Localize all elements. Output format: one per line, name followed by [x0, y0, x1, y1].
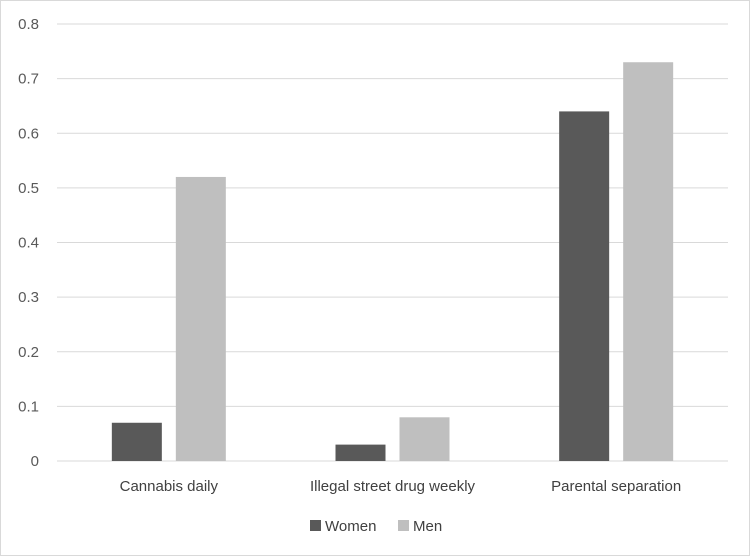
- y-tick-label: 0.3: [18, 289, 39, 306]
- y-tick-label: 0.6: [18, 125, 39, 142]
- bar-men-1: [399, 417, 450, 461]
- x-category-label: Cannabis daily: [120, 478, 219, 495]
- legend-label: Men: [413, 518, 442, 535]
- legend-label: Women: [325, 518, 376, 535]
- y-tick-label: 0.2: [18, 344, 39, 361]
- y-tick-label: 0.4: [18, 235, 39, 252]
- y-tick-label: 0.5: [18, 180, 39, 197]
- bar-women-2: [559, 111, 610, 462]
- legend-swatch-women: [310, 520, 321, 531]
- y-tick-label: 0.8: [18, 16, 39, 33]
- y-tick-label: 0.7: [18, 71, 39, 88]
- bar-men-2: [623, 62, 674, 462]
- x-category-label: Parental separation: [551, 478, 681, 495]
- legend-swatch-men: [398, 520, 409, 531]
- bar-women-0: [111, 422, 162, 461]
- bar-men-0: [175, 176, 226, 461]
- x-category-label: Illegal street drug weekly: [310, 478, 476, 495]
- bar-women-1: [335, 444, 386, 461]
- y-tick-label: 0.1: [18, 398, 39, 415]
- y-tick-label: 0: [31, 453, 39, 470]
